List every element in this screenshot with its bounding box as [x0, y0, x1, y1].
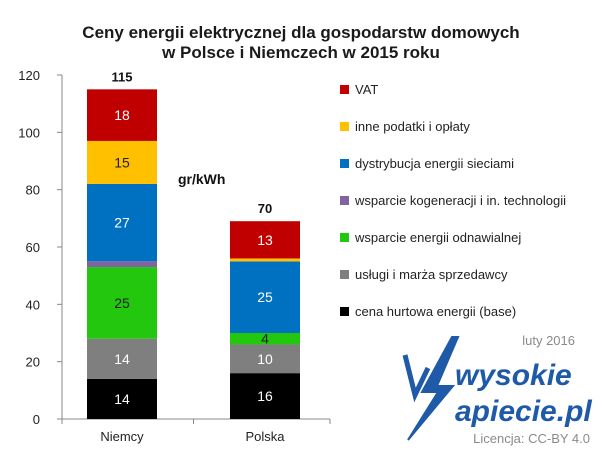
unit-label: gr/kWh [178, 171, 225, 187]
segment-value-label: 14 [114, 391, 130, 407]
segment-value-label: 16 [257, 388, 273, 404]
logo-text-line-1: wysokie [455, 359, 572, 392]
y-tick-label: 0 [33, 412, 40, 427]
bar-segment [87, 338, 157, 379]
legend-label: VAT [355, 82, 378, 97]
legend-swatch [340, 159, 349, 168]
bar-segment [230, 261, 300, 333]
y-tick-label: 80 [26, 183, 40, 198]
bar-segment [230, 344, 300, 374]
legend-label: cena hurtowa energii (base) [355, 304, 516, 319]
legend-swatch [340, 233, 349, 242]
segment-value-label: 14 [114, 351, 130, 367]
total-value-label: 70 [258, 201, 272, 216]
bar-segment [230, 373, 300, 419]
chart-title-line-2: w Polsce i Niemczech w 2015 roku [161, 43, 440, 62]
legend: VAT inne podatki i opłaty dystrybucja ener… [340, 82, 566, 319]
bar-segment [87, 378, 157, 419]
chart-title-line-1: Ceny energii elektrycznej dla gospodarst… [82, 23, 519, 42]
segment-value-label: 25 [114, 295, 130, 311]
bar-segment [87, 89, 157, 141]
logo-w-stroke [402, 354, 431, 403]
y-tick-label: 100 [18, 125, 40, 140]
lightning-bolt-icon [407, 336, 460, 441]
date-note: luty 2016 [522, 333, 575, 348]
legend-swatch [340, 196, 349, 205]
bar-segment [87, 261, 157, 268]
segment-value-label: 18 [114, 107, 130, 123]
bar-segment [87, 183, 157, 262]
bar-segment [87, 140, 157, 184]
segment-value-label: 13 [257, 232, 273, 248]
bar-segment [230, 221, 300, 259]
logo: wysokie apiecie.pl [402, 336, 592, 441]
data-labels: 14 14 25 27 15 18 115 16 10 4 25 13 70 [112, 69, 273, 407]
segment-value-label: 27 [114, 215, 130, 231]
logo-text-line-2: apiecie.pl [455, 395, 592, 428]
total-value-label: 115 [112, 69, 133, 84]
legend-swatch [340, 307, 349, 316]
legend-label: dystrybucja energii sieciami [355, 156, 514, 171]
bar-segment [87, 267, 157, 339]
segment-value-label: 15 [114, 154, 130, 170]
segment-value-label: 25 [257, 289, 273, 305]
legend-label: wsparcie kogeneracji i in. technologii [354, 193, 566, 208]
legend-label: inne podatki i opłaty [355, 119, 470, 134]
y-tick-label: 120 [18, 68, 40, 83]
bars [87, 89, 300, 419]
bar-segment [230, 258, 300, 262]
legend-label: wsparcie energii odnawialnej [354, 230, 521, 245]
legend-label: usługi i marża sprzedawcy [355, 267, 508, 282]
legend-swatch [340, 122, 349, 131]
x-category-label: Polska [245, 429, 285, 444]
x-category-label: Niemcy [100, 429, 144, 444]
segment-value-label: 10 [257, 351, 273, 367]
legend-swatch [340, 85, 349, 94]
segment-value-label: 4 [261, 331, 269, 347]
license-note: Licencja: CC-BY 4.0 [473, 431, 590, 446]
y-tick-label: 40 [26, 297, 40, 312]
y-tick-label: 20 [26, 355, 40, 370]
bar-segment [230, 333, 300, 345]
legend-swatch [340, 270, 349, 279]
y-axis: 0 20 40 60 80 100 120 Niemcy Polska [18, 68, 331, 444]
y-tick-label: 60 [26, 240, 40, 255]
